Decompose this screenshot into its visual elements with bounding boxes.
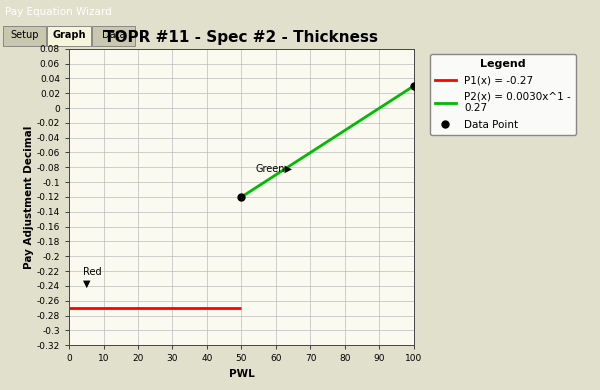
Text: Green▶: Green▶ bbox=[255, 164, 292, 174]
Text: Pay Equation Wizard: Pay Equation Wizard bbox=[5, 7, 112, 17]
Text: Graph: Graph bbox=[52, 30, 86, 40]
FancyBboxPatch shape bbox=[3, 26, 46, 46]
Y-axis label: Pay Adjustment Decimal: Pay Adjustment Decimal bbox=[24, 125, 34, 269]
Legend: P1(x) = -0.27, P2(x) = 0.0030x^1 -
0.27, Data Point: P1(x) = -0.27, P2(x) = 0.0030x^1 - 0.27,… bbox=[430, 54, 576, 135]
Text: Red
▼: Red ▼ bbox=[83, 267, 101, 289]
FancyBboxPatch shape bbox=[92, 26, 135, 46]
Text: Setup: Setup bbox=[10, 30, 39, 40]
Title: TOPR #11 - Spec #2 - Thickness: TOPR #11 - Spec #2 - Thickness bbox=[104, 30, 379, 45]
FancyBboxPatch shape bbox=[47, 26, 91, 46]
Text: Data: Data bbox=[101, 30, 125, 40]
X-axis label: PWL: PWL bbox=[229, 369, 254, 379]
